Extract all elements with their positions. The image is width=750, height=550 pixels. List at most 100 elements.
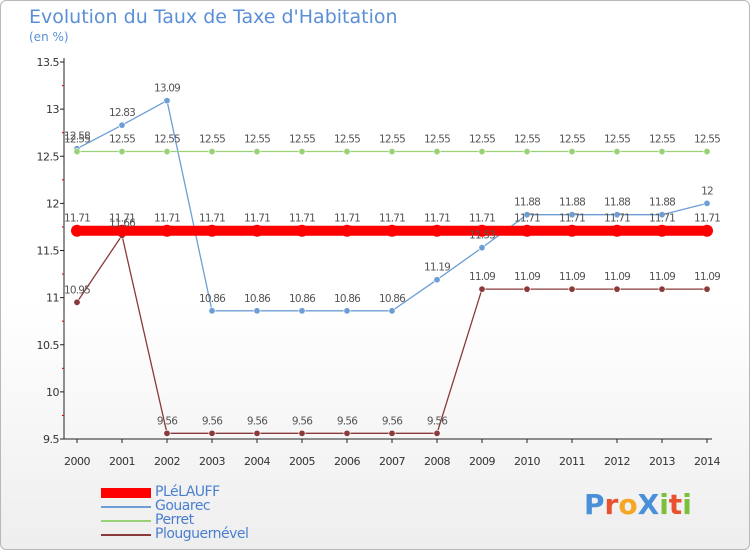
- data-label-gouarec: 11.88: [604, 197, 630, 209]
- data-label-gouarec: 13.09: [154, 83, 180, 95]
- legend-swatch-perret: [101, 520, 151, 522]
- series-line-plouguernevel: [76, 234, 708, 434]
- data-label-perret: 12.55: [694, 134, 720, 146]
- data-label-plelauff: 11.71: [199, 213, 225, 225]
- y-tick-label: 10: [46, 386, 59, 399]
- logo-letter: t: [668, 488, 683, 521]
- data-point-plouguernevel: [523, 285, 531, 293]
- data-point-perret: [433, 148, 441, 156]
- data-point-plelauff: [161, 224, 173, 237]
- chart-axes: 9.5 10 10.5 11 11.5 12 12.5 13 13.5 2000 2001 2002 2…: [37, 56, 721, 468]
- data-point-perret: [703, 148, 711, 156]
- data-point-plouguernevel: [253, 429, 261, 437]
- data-label-gouarec: 10.86: [379, 293, 406, 305]
- data-point-gouarec: [523, 211, 531, 219]
- data-label-plouguernevel: 9.56: [247, 415, 268, 427]
- data-label-plelauff: 11.71: [649, 213, 675, 225]
- data-point-gouarec: [658, 211, 666, 219]
- legend-swatch-plouguernevel: [101, 534, 151, 536]
- data-label-perret: 12.55: [649, 134, 675, 146]
- data-point-plouguernevel: [208, 429, 216, 437]
- data-label-perret: 12.55: [559, 134, 585, 146]
- data-point-plelauff: [566, 224, 578, 237]
- data-point-perret: [73, 148, 81, 156]
- data-point-plelauff: [251, 224, 263, 237]
- data-label-plelauff: 11.71: [424, 213, 450, 225]
- x-tick-label: 2003: [199, 455, 225, 468]
- logo-letter: X: [637, 488, 660, 521]
- data-point-gouarec: [118, 121, 126, 129]
- data-point-plouguernevel: [343, 429, 351, 437]
- data-point-perret: [253, 148, 261, 156]
- data-point-perret: [388, 148, 396, 156]
- data-point-gouarec: [433, 276, 441, 284]
- data-label-gouarec: 12.83: [109, 107, 135, 119]
- data-label-plouguernevel: 11.09: [694, 271, 720, 283]
- data-label-plouguernevel: 11.09: [514, 271, 540, 283]
- data-label-plouguernevel: 9.56: [292, 415, 313, 427]
- data-label-plouguernevel: 9.56: [382, 415, 403, 427]
- data-point-plelauff: [386, 224, 398, 237]
- data-point-plelauff: [116, 224, 128, 237]
- data-point-plelauff: [296, 224, 308, 237]
- y-tick-label: 13: [46, 103, 59, 116]
- data-label-plelauff: 11.71: [109, 213, 135, 225]
- data-labels: 11.71 11.71 11.71 11.71 11.71 11.71 11.71 11.71…: [64, 83, 721, 428]
- x-tick-label: 2000: [64, 455, 90, 468]
- data-label-plouguernevel: 11.09: [559, 271, 585, 283]
- logo-letter: P: [584, 488, 605, 521]
- data-point-perret: [523, 148, 531, 156]
- data-point-perret: [343, 148, 351, 156]
- data-label-plouguernevel: 11.09: [649, 271, 675, 283]
- data-point-gouarec: [478, 244, 486, 252]
- data-label-gouarec: 11.19: [424, 262, 450, 274]
- data-point-perret: [478, 148, 486, 156]
- data-label-plelauff: 11.71: [694, 213, 720, 225]
- legend-swatch-plelauff: [101, 488, 151, 498]
- chart-subtitle: (en %): [29, 30, 69, 44]
- data-label-plelauff: 11.71: [244, 213, 270, 225]
- x-tick-label: 2011: [559, 455, 585, 468]
- data-point-gouarec: [208, 307, 216, 315]
- y-tick-label: 11.5: [37, 245, 60, 258]
- data-label-plouguernevel: 11.09: [604, 271, 630, 283]
- data-label-plelauff: 11.71: [154, 213, 180, 225]
- x-tick-label: 2005: [289, 455, 315, 468]
- x-tick-label: 2007: [379, 455, 405, 468]
- data-label-gouarec: 10.86: [334, 293, 361, 305]
- data-label-plelauff: 11.71: [604, 213, 630, 225]
- logo-letter: i: [659, 488, 669, 521]
- data-point-perret: [613, 148, 621, 156]
- legend-label-plelauff: PLéLAUFF: [155, 484, 220, 500]
- series-lines: [71, 97, 713, 437]
- data-point-plouguernevel: [298, 429, 306, 437]
- data-label-plelauff: 11.71: [289, 213, 315, 225]
- data-point-plouguernevel: [388, 429, 396, 437]
- x-tick-label: 2010: [514, 455, 540, 468]
- data-label-plouguernevel: 11.09: [469, 271, 495, 283]
- data-point-gouarec: [343, 307, 351, 315]
- data-label-plouguernevel: 9.56: [427, 415, 448, 427]
- data-label-perret: 12.55: [154, 134, 180, 146]
- x-tick-label: 2014: [694, 455, 720, 468]
- legend-label-gouarec: Gouarec: [155, 498, 211, 514]
- data-point-plouguernevel: [568, 285, 576, 293]
- data-point-gouarec: [568, 211, 576, 219]
- data-label-plelauff: 11.71: [379, 213, 405, 225]
- data-point-plelauff: [431, 224, 443, 237]
- data-point-gouarec: [298, 307, 306, 315]
- data-label-plelauff: 11.71: [514, 213, 540, 225]
- data-point-gouarec: [253, 307, 261, 315]
- data-point-plelauff: [656, 224, 668, 237]
- data-label-gouarec: 11.88: [559, 197, 585, 209]
- data-point-plouguernevel: [73, 298, 81, 306]
- data-label-perret: 12.55: [424, 134, 450, 146]
- data-label-gouarec: 10.86: [244, 293, 271, 305]
- data-label-gouarec: 11.53: [469, 230, 495, 242]
- data-point-gouarec: [388, 307, 396, 315]
- chart-title: Evolution du Taux de Taxe d'Habitation: [29, 6, 398, 28]
- proxiti-logo: ProXiti: [584, 488, 692, 521]
- data-point-perret: [658, 148, 666, 156]
- y-tick-label: 13.5: [37, 56, 60, 69]
